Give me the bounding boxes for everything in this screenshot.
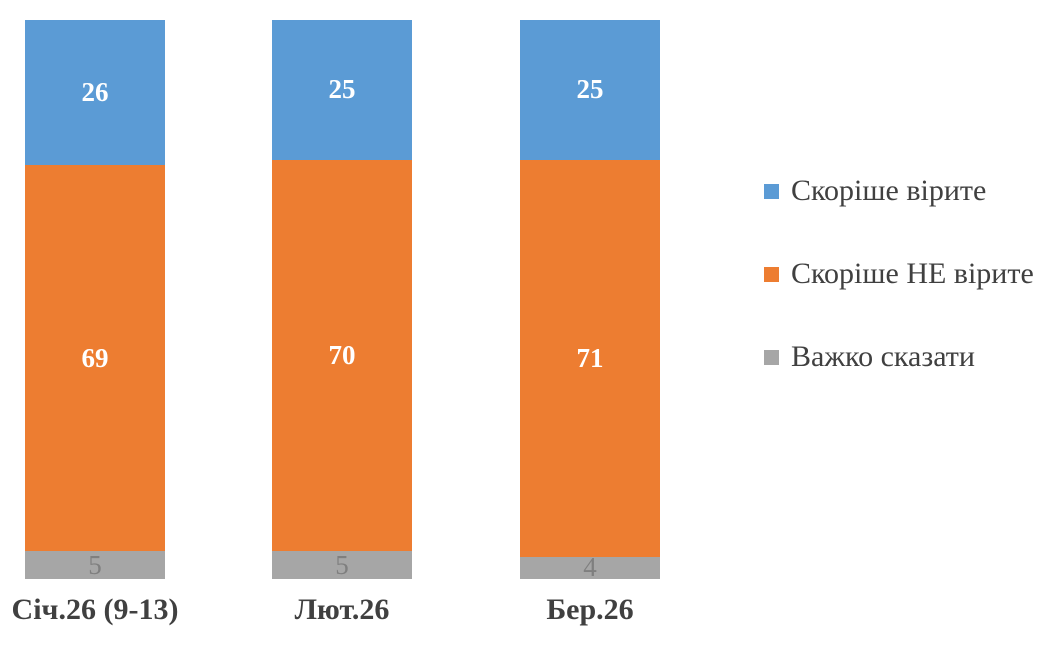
segment-hard-to-say: 5 (272, 551, 412, 579)
bar-group-mar: 25 71 4 Бер.26 (520, 20, 660, 626)
legend-label: Скоріше НЕ вірите (791, 257, 1034, 290)
stacked-bar: 25 70 5 (272, 20, 412, 579)
legend-swatch-gray-icon (764, 349, 779, 365)
category-label: Січ.26 (9-13) (11, 593, 179, 626)
legend: Скоріше вірите Скоріше НЕ вірите Важко с… (764, 175, 1034, 424)
category-label: Лют.26 (294, 593, 390, 626)
data-label: 25 (328, 74, 356, 105)
segment-rather-not-believe: 69 (25, 165, 165, 552)
stacked-bar: 25 71 4 (520, 20, 660, 583)
stacked-bar: 26 69 5 (25, 20, 165, 579)
data-label: 4 (583, 552, 597, 583)
legend-item-hard-to-say: Важко сказати (764, 341, 1034, 373)
bar-group-feb: 25 70 5 Лют.26 (272, 20, 412, 626)
data-label: 26 (81, 77, 109, 108)
data-label: 25 (576, 74, 604, 105)
data-label: 71 (576, 342, 604, 373)
segment-rather-believe: 25 (272, 20, 412, 160)
data-label: 69 (81, 342, 109, 373)
segment-rather-believe: 25 (520, 20, 660, 160)
legend-label: Важко сказати (791, 340, 975, 373)
legend-item-rather-not-believe: Скоріше НЕ вірите (764, 258, 1034, 290)
segment-hard-to-say: 5 (25, 551, 165, 579)
legend-item-rather-believe: Скоріше вірите (764, 175, 1034, 207)
legend-label: Скоріше вірите (791, 174, 987, 207)
segment-rather-believe: 26 (25, 20, 165, 166)
segment-rather-not-believe: 70 (272, 159, 412, 552)
legend-swatch-blue-icon (764, 183, 779, 199)
category-label: Бер.26 (546, 593, 634, 626)
data-label: 5 (335, 549, 349, 580)
bar-group-jan: 26 69 5 Січ.26 (9-13) (12, 20, 178, 626)
data-label: 70 (328, 339, 356, 370)
segment-hard-to-say: 4 (520, 552, 660, 583)
legend-swatch-orange-icon (764, 266, 779, 282)
data-label: 5 (88, 549, 102, 580)
segment-rather-not-believe: 71 (520, 159, 660, 557)
plot-area: 26 69 5 Січ.26 (9-13) 25 70 5 (0, 20, 740, 626)
